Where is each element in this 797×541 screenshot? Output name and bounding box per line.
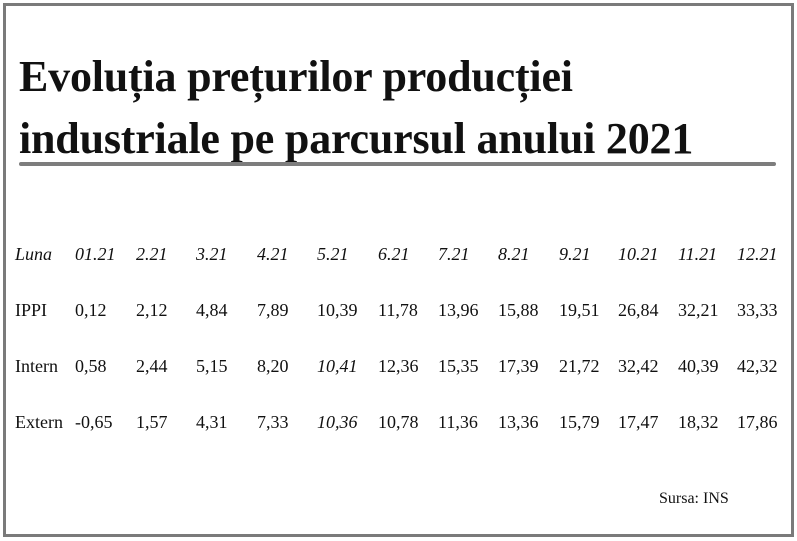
table-row: IPPI 0,12 2,12 4,84 7,89 10,39 11,78 13,… [15,292,795,348]
value-cell: 5,15 [196,356,228,376]
value-cell: 1,57 [136,412,168,432]
value-cell: 11,36 [438,412,478,432]
row-label: Intern [15,356,58,376]
value-cell: 42,32 [737,356,778,376]
value-cell: 10,41 [317,356,358,376]
value-cell: 8,20 [257,356,289,376]
month-cell: 11.21 [678,244,718,264]
value-cell: 10,36 [317,412,358,432]
value-cell: 4,84 [196,300,228,320]
month-cell: 6.21 [378,244,410,264]
value-cell: 17,39 [498,356,539,376]
value-cell: 0,58 [75,356,107,376]
month-cell: 7.21 [438,244,470,264]
value-cell: 19,51 [559,300,600,320]
value-cell: -0,65 [75,412,113,432]
row-label: Extern [15,412,63,432]
value-cell: 15,88 [498,300,539,320]
value-cell: 15,79 [559,412,600,432]
value-cell: 4,31 [196,412,228,432]
value-cell: 0,12 [75,300,107,320]
document-frame: Evoluția prețurilor producției industria… [3,3,794,537]
value-cell: 10,78 [378,412,419,432]
month-cell: 9.21 [559,244,591,264]
month-cell: 01.21 [75,244,116,264]
value-cell: 11,78 [378,300,418,320]
value-cell: 33,33 [737,300,778,320]
value-cell: 7,33 [257,412,289,432]
month-cell: 8.21 [498,244,530,264]
value-cell: 32,21 [678,300,719,320]
row-label: Luna [15,244,53,264]
month-cell: 3.21 [196,244,228,264]
value-cell: 17,86 [737,412,778,432]
month-cell: 2.21 [136,244,168,264]
table-header-row: Luna 01.21 2.21 3.21 4.21 5.21 6.21 7.21… [15,236,795,292]
value-cell: 15,35 [438,356,479,376]
value-cell: 18,32 [678,412,719,432]
table-row: Extern -0,65 1,57 4,31 7,33 10,36 10,78 … [15,404,795,460]
month-cell: 10.21 [618,244,659,264]
value-cell: 32,42 [618,356,659,376]
value-cell: 40,39 [678,356,719,376]
document-title: Evoluția prețurilor producției industria… [19,52,694,163]
month-cell: 4.21 [257,244,289,264]
value-cell: 2,12 [136,300,168,320]
row-label: IPPI [15,300,48,320]
table-row: Intern 0,58 2,44 5,15 8,20 10,41 12,36 1… [15,348,795,404]
value-cell: 10,39 [317,300,358,320]
value-cell: 13,96 [438,300,479,320]
value-cell: 21,72 [559,356,600,376]
value-cell: 7,89 [257,300,289,320]
price-table: Luna 01.21 2.21 3.21 4.21 5.21 6.21 7.21… [15,236,795,460]
value-cell: 13,36 [498,412,539,432]
value-cell: 17,47 [618,412,659,432]
source-note: Sursa: INS [659,490,729,507]
value-cell: 2,44 [136,356,168,376]
value-cell: 12,36 [378,356,419,376]
month-cell: 5.21 [317,244,349,264]
value-cell: 26,84 [618,300,659,320]
title-underline [19,162,776,166]
month-cell: 12.21 [737,244,778,264]
